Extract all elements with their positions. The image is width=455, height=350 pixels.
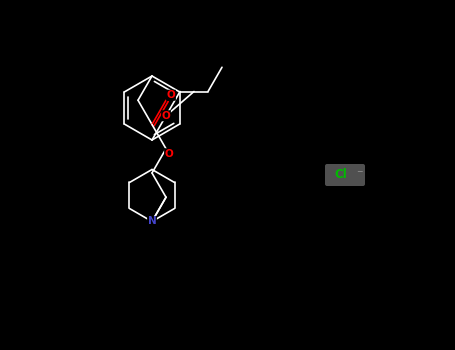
Text: O: O — [162, 111, 170, 121]
Text: Cl: Cl — [334, 168, 347, 182]
Text: O: O — [165, 149, 173, 159]
Text: O: O — [167, 90, 175, 100]
Text: N: N — [147, 217, 157, 226]
Text: ⁻: ⁻ — [356, 168, 362, 182]
FancyBboxPatch shape — [325, 164, 365, 186]
